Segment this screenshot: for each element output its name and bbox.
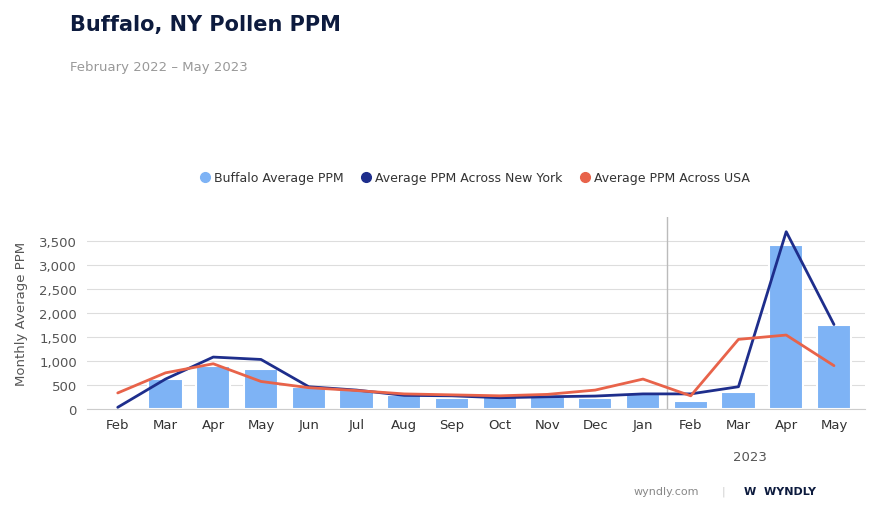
Text: wyndly.com: wyndly.com (634, 486, 699, 496)
Bar (196, 366, 231, 409)
Bar (291, 387, 326, 409)
Bar (626, 394, 660, 409)
Bar (387, 395, 422, 409)
Legend: Buffalo Average PPM, Average PPM Across New York, Average PPM Across USA: Buffalo Average PPM, Average PPM Across … (197, 167, 755, 190)
Bar (578, 399, 612, 409)
Bar (435, 399, 469, 409)
Y-axis label: Monthly Average PPM: Monthly Average PPM (15, 241, 28, 385)
Bar (531, 397, 565, 409)
Bar (817, 325, 851, 409)
Text: 2023: 2023 (733, 450, 767, 464)
Text: W  WYNDLY: W WYNDLY (744, 486, 816, 496)
Bar (482, 397, 517, 409)
Bar (340, 390, 374, 409)
Text: February 2022 – May 2023: February 2022 – May 2023 (70, 61, 248, 74)
Bar (722, 393, 756, 409)
Bar (100, 408, 135, 409)
Bar (769, 245, 803, 409)
Text: Buffalo, NY Pollen PPM: Buffalo, NY Pollen PPM (70, 15, 341, 35)
Text: |: | (722, 486, 725, 496)
Bar (149, 379, 183, 409)
Bar (244, 370, 278, 409)
Bar (673, 402, 708, 409)
